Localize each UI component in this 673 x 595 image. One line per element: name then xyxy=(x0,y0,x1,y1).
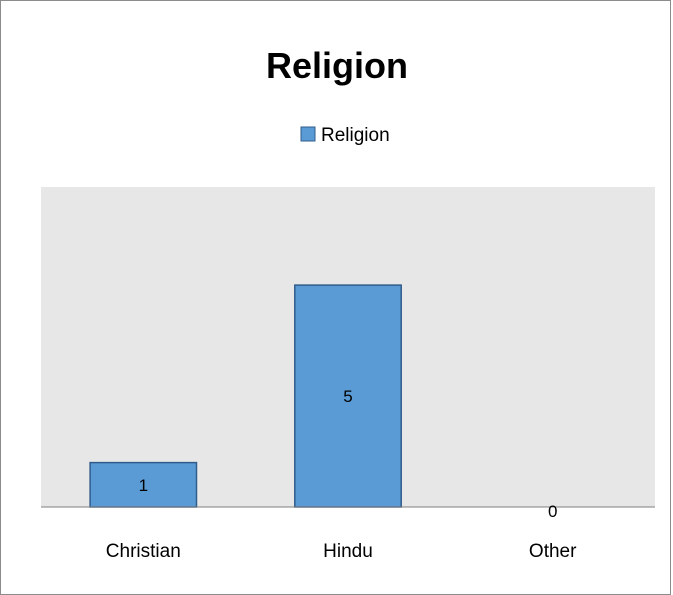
bars-layer xyxy=(89,284,402,508)
legend-label: Religion xyxy=(321,125,390,146)
x-tick-label-hindu: Hindu xyxy=(323,541,373,562)
x-tick-label-other: Other xyxy=(529,541,577,562)
chart-title: Religion xyxy=(266,45,408,86)
bar-christian xyxy=(89,461,198,508)
legend: Religion xyxy=(300,125,390,146)
x-tick-labels-layer: Christian Hindu Other xyxy=(106,541,577,562)
bar-hindu xyxy=(294,284,402,508)
data-label-hindu: 5 xyxy=(343,387,352,406)
x-tick-label-christian: Christian xyxy=(106,541,181,562)
data-label-christian: 1 xyxy=(139,476,148,495)
data-label-other: 0 xyxy=(548,502,557,521)
data-labels-layer: 1 5 0 xyxy=(139,387,558,521)
legend-swatch xyxy=(300,126,316,142)
